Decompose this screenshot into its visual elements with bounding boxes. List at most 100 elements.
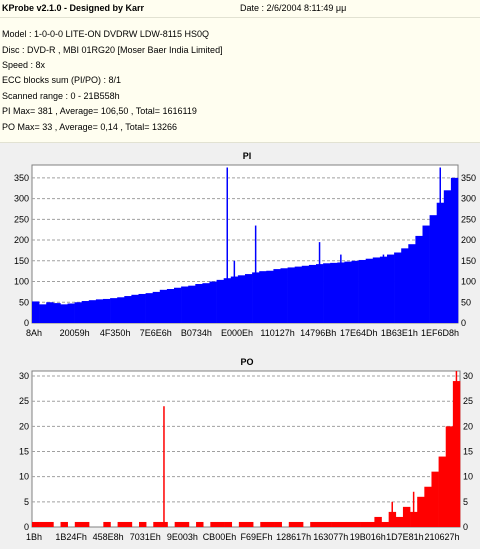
pi-bar xyxy=(202,283,210,323)
po-bar xyxy=(438,456,447,527)
pi-bar xyxy=(372,257,381,323)
po-bar xyxy=(238,521,247,527)
po-x-tick-label: 163077h xyxy=(313,532,348,542)
pi-bar xyxy=(60,304,68,323)
pi-y-ticks-left: 0 50 100 150 200 250 300 350 xyxy=(14,173,29,328)
pi-x-tick-label: B0734h xyxy=(181,328,212,338)
po-bar xyxy=(74,521,83,527)
pi-y-tick-right: 150 xyxy=(461,256,476,266)
pi-x-tick-label: 1EF6D8h xyxy=(421,328,459,338)
pi-y-tick-left: 350 xyxy=(14,173,29,183)
pi-bar xyxy=(131,294,139,323)
pi-bar xyxy=(358,259,366,323)
po-y-tick-left: 25 xyxy=(19,396,29,406)
pi-x-tick-label: 17E64Dh xyxy=(340,328,378,338)
po-bar xyxy=(60,521,68,527)
po-bar xyxy=(445,426,454,527)
po-bar xyxy=(267,521,275,527)
ecc-blocks: ECC blocks sum (PI/PO) : 8/1 xyxy=(2,75,122,85)
po-bar xyxy=(46,521,54,527)
po-bar xyxy=(246,521,254,527)
pi-y-tick-left: 150 xyxy=(14,256,29,266)
po-bar xyxy=(417,496,425,527)
pi-bar xyxy=(273,269,281,323)
po-bar xyxy=(402,506,411,527)
pi-bar xyxy=(174,287,182,323)
po-x-tick-label: CB00Eh xyxy=(203,532,237,542)
po-bar xyxy=(174,521,183,527)
pi-y-tick-right: 250 xyxy=(461,214,476,224)
po-series xyxy=(32,371,461,527)
po-bar xyxy=(210,521,218,527)
pi-y-tick-right: 350 xyxy=(461,173,476,183)
scan-date: Date : 2/6/2004 8:11:49 μμ xyxy=(240,3,347,13)
pi-bar xyxy=(294,266,303,323)
po-x-tick-label: 19B016h xyxy=(350,532,386,542)
pi-y-tick-right: 200 xyxy=(461,235,476,245)
pi-y-tick-left: 300 xyxy=(14,194,29,204)
po-y-tick-left: 15 xyxy=(19,447,29,457)
po-x-ticks: 1Bh 1B24Fh 458E8h 7031Eh 9E003h CB00Eh F69EFh 1… xyxy=(26,532,460,542)
po-bar xyxy=(345,521,354,527)
po-y-tick-left: 5 xyxy=(24,497,29,507)
speed-info: Speed : 8x xyxy=(2,60,46,70)
pi-bar xyxy=(74,302,82,323)
po-y-tick-left: 0 xyxy=(24,522,29,532)
po-y-ticks-right: 0 5 10 15 20 25 30 xyxy=(463,371,473,532)
pi-y-ticks-right: 0 50 100 150 200 250 300 350 xyxy=(461,173,476,328)
po-x-tick-label: F69EFh xyxy=(241,532,273,542)
pi-bar xyxy=(280,268,288,323)
pi-bar xyxy=(53,303,61,323)
po-bar xyxy=(424,486,432,527)
pi-y-tick-right: 0 xyxy=(461,318,466,328)
pi-bar xyxy=(103,298,111,323)
po-stats: PO Max= 33 , Average= 0,14 , Total= 1326… xyxy=(2,122,178,132)
po-x-tick-label: 458E8h xyxy=(93,532,124,542)
po-bar xyxy=(153,521,161,527)
pi-bar xyxy=(408,244,416,323)
po-bar xyxy=(381,521,389,527)
pi-bar xyxy=(394,252,402,323)
po-bar xyxy=(288,521,297,527)
po-bar xyxy=(39,521,47,527)
po-bar xyxy=(331,521,340,527)
pi-bar xyxy=(415,235,423,323)
po-bar xyxy=(217,521,225,527)
pi-bar xyxy=(166,288,175,323)
po-bar xyxy=(196,521,204,527)
pi-chart-title: PI xyxy=(243,151,252,161)
header-divider xyxy=(0,17,480,18)
pi-x-tick-label: 20059h xyxy=(60,328,90,338)
po-bar xyxy=(374,516,382,527)
po-bar xyxy=(181,521,190,527)
pi-bar xyxy=(67,303,75,323)
pi-x-tick-label: 14796Bh xyxy=(300,328,336,338)
po-y-tick-right: 25 xyxy=(463,396,473,406)
po-bar xyxy=(32,521,40,527)
pi-bar xyxy=(351,260,359,323)
app-title: KProbe v2.1.0 - Designed by Karr xyxy=(2,3,145,13)
scanned-range: Scanned range : 0 - 21B558h xyxy=(2,91,120,101)
pi-bar xyxy=(39,304,47,323)
pi-x-tick-label: 7E6E6h xyxy=(140,328,172,338)
pi-x-tick-label: 8Ah xyxy=(26,328,42,338)
po-y-tick-right: 0 xyxy=(463,522,468,532)
po-bar xyxy=(367,521,375,527)
pi-x-tick-label: 1B63E1h xyxy=(381,328,418,338)
po-bar xyxy=(360,521,368,527)
disc-info: Disc : DVD-R , MBI 01RG20 [Moser Baer In… xyxy=(2,45,223,55)
po-bar xyxy=(117,521,126,527)
pi-bar xyxy=(188,285,196,323)
pi-bar xyxy=(365,258,374,323)
po-y-tick-right: 20 xyxy=(463,421,473,431)
pi-bar xyxy=(401,248,409,323)
pi-y-tick-left: 100 xyxy=(14,277,29,287)
po-y-tick-left: 10 xyxy=(19,472,29,482)
pi-bar xyxy=(330,262,338,323)
po-bar xyxy=(260,521,268,527)
pi-bar xyxy=(216,279,224,323)
po-y-tick-right: 10 xyxy=(463,472,473,482)
pi-bar xyxy=(152,291,161,323)
po-bar xyxy=(310,521,318,527)
pi-bar xyxy=(117,297,125,323)
